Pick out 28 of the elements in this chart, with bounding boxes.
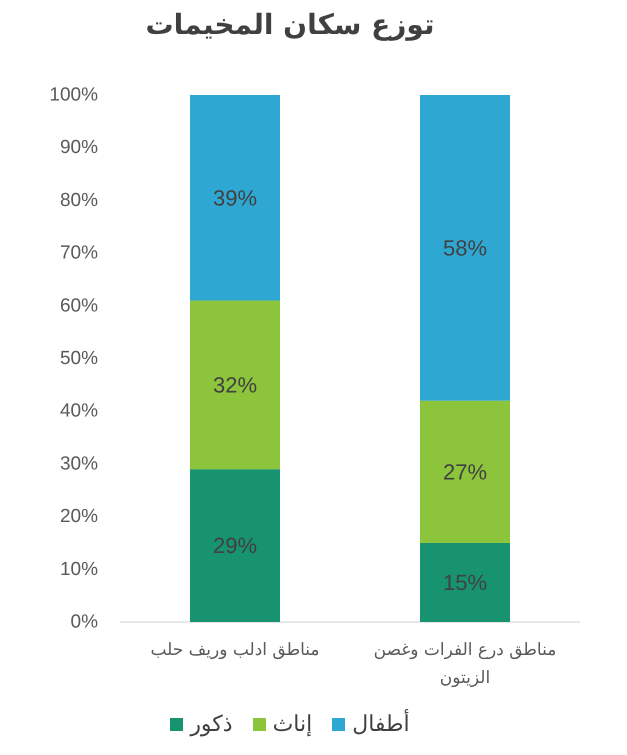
y-tick-label: 30% [60,453,98,474]
legend-label: إناث [272,712,312,737]
y-tick-label: 90% [60,137,98,158]
y-tick-label: 10% [60,558,98,580]
bar [190,300,280,470]
y-tick-label: 0% [70,612,98,632]
x-tick-label: مناطق ادلب وريف حلب [149,639,321,662]
y-tick-label: 20% [60,506,98,528]
y-tick-label: 80% [60,190,98,211]
x-tick-label: مناطق درع الفرات وغصن الزيتون [372,639,558,690]
y-tick-label: 40% [60,400,98,422]
bar [420,542,510,622]
data-label: 15% [442,570,488,595]
data-label: 58% [442,235,488,260]
y-tick-label: 70% [60,242,98,264]
y-tick-label: 60% [60,295,98,316]
legend-label: ذكور [190,712,233,737]
data-label: 32% [212,372,258,398]
bar [190,95,280,301]
bar [420,95,510,401]
chart-title: توزع سكان المخيمات [144,8,436,41]
y-tick-label: 50% [60,348,98,369]
data-label: 29% [212,533,258,558]
data-label: 39% [212,185,258,210]
bar [420,400,510,543]
bar [190,469,280,622]
y-tick-label: 100% [49,84,98,106]
data-label: 27% [442,459,488,484]
